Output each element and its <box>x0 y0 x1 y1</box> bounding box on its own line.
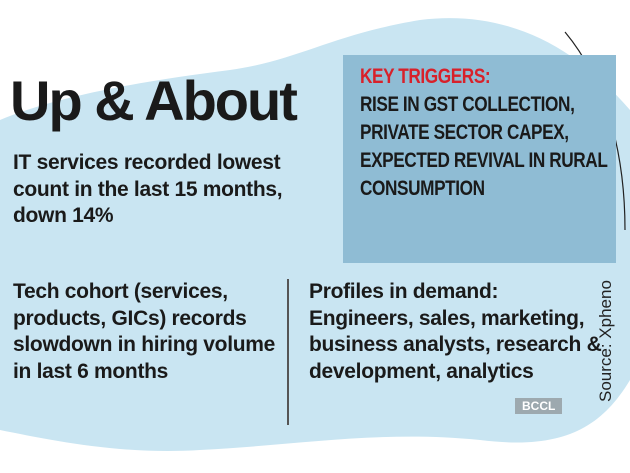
divider <box>287 279 289 425</box>
key-triggers-text: RISE IN GST COLLECTION, PRIVATE SECTOR C… <box>360 93 608 200</box>
key-triggers-box: KEY TRIGGERS: RISE IN GST COLLECTION, PR… <box>343 55 616 263</box>
it-services-stat: IT services recorded lowest count in the… <box>13 151 283 227</box>
profiles-text: Engineers, sales, marketing, business an… <box>309 306 602 383</box>
page-title: Up & About <box>10 69 298 132</box>
profiles-heading: Profiles in demand: <box>309 280 499 303</box>
tech-cohort-stat: Tech cohort (services, products, GICs) r… <box>13 280 276 383</box>
watermark: BCCL <box>515 398 563 414</box>
profiles-in-demand: Profiles in demand: Engineers, sales, ma… <box>309 279 609 385</box>
key-triggers-heading: KEY TRIGGERS: <box>360 65 491 88</box>
source-credit: Source: Xpheno <box>596 280 615 402</box>
